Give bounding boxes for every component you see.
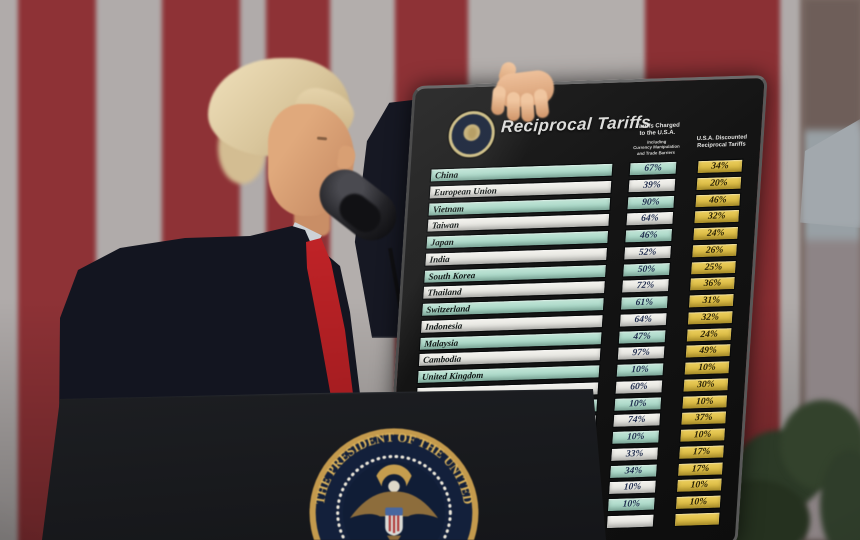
shield-stripe [388, 515, 391, 532]
finger [490, 85, 507, 116]
eagle-glory-rays [376, 464, 412, 487]
finger [507, 92, 520, 121]
seal-star-ring [336, 454, 452, 540]
shield-stripe [392, 515, 396, 534]
shield-stripe [397, 515, 400, 532]
eagle-tail [386, 535, 402, 540]
podium-presidential-seal: THE PRESIDENT OF THE UNITED [309, 428, 479, 540]
shield-chief [385, 507, 403, 516]
eagle-wings [350, 491, 438, 519]
eagle-head [388, 480, 400, 493]
finger [520, 92, 535, 123]
